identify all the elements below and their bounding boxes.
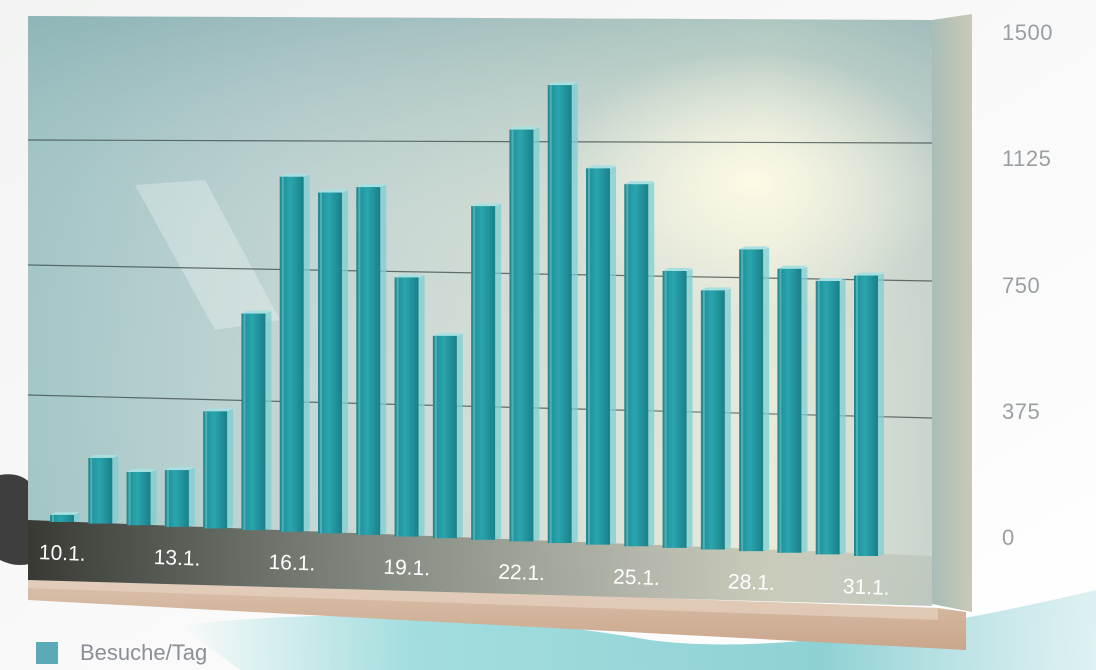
x-tick-label: 13.1. [153,546,200,571]
bar [394,274,425,537]
bar [279,173,310,532]
x-tick-label: 25.1. [613,565,660,590]
bar [164,467,195,527]
bar [318,189,348,534]
bar [547,82,578,544]
bar [509,126,540,542]
bar [88,454,119,524]
x-tick-label: 19.1. [383,556,430,581]
bar [854,272,884,556]
legend: Besuche/Tag [36,640,207,666]
legend-label: Besuche/Tag [80,640,208,665]
panel-edge [932,14,972,612]
window-reflection [135,180,280,330]
bar [739,246,770,552]
y-tick-label: 375 [1002,398,1041,424]
x-tick-label: 16.1. [268,551,315,576]
gridline [27,139,933,144]
bar [586,165,616,545]
x-tick-label: 10.1. [38,541,85,566]
y-tick-label: 1500 [1002,20,1053,45]
sand-decoration [180,590,1096,670]
bar [356,184,387,535]
bar [815,278,846,555]
bar [241,310,272,531]
y-tick-label: 1125 [1002,146,1052,172]
bar [126,468,157,526]
bar [777,265,808,553]
legend-swatch [36,642,58,664]
bar [50,511,80,522]
bar [471,203,502,540]
x-tick-label: 28.1. [728,570,775,595]
bar [700,287,731,550]
y-tick-label: 0 [1002,525,1015,550]
x-tick-label: 22.1. [498,561,545,586]
bar [662,268,693,548]
bar [624,181,655,547]
y-tick-label: 750 [1002,272,1041,298]
bar [203,408,234,529]
x-tick-label: 31.1. [842,575,889,600]
bar [432,332,463,539]
